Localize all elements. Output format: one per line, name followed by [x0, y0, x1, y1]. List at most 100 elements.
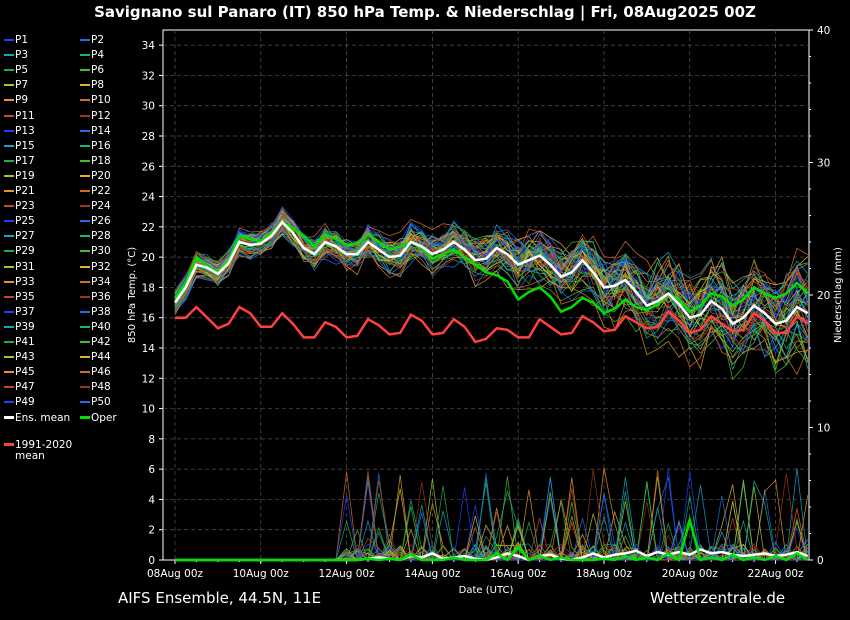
- y-tick-label: 26: [142, 161, 156, 173]
- legend-entry: P1: [4, 33, 28, 47]
- x-tick-label: 08Aug 00z: [147, 568, 204, 580]
- legend-entry: P27: [4, 229, 35, 243]
- legend-swatch: [4, 341, 14, 343]
- member-line: [174, 226, 808, 332]
- x-tick-label: 12Aug 00z: [319, 568, 376, 580]
- y-tick-label: 24: [142, 192, 156, 204]
- legend-swatch: [80, 54, 90, 57]
- legend-label: P42: [91, 336, 111, 348]
- legend-label: P25: [15, 215, 35, 228]
- legend-swatch: [80, 325, 90, 328]
- legend-swatch: [80, 401, 90, 404]
- ens-mean-line: [173, 220, 809, 326]
- legend-entry: Oper: [80, 411, 117, 425]
- legend-label: P33: [15, 275, 35, 288]
- legend-entry: P38: [80, 305, 111, 319]
- legend-swatch: [80, 250, 90, 253]
- y-right-tick-label: 10: [817, 423, 830, 435]
- legend-entry: P29: [4, 244, 35, 258]
- x-tick-label: 10Aug 00z: [233, 568, 290, 580]
- legend-entry: P46: [80, 365, 111, 379]
- legend-label: mean: [15, 449, 45, 462]
- legend-entry: P4: [80, 48, 104, 62]
- legend-label: P46: [91, 366, 111, 379]
- legend-swatch: [4, 235, 14, 238]
- legend-entry: P18: [80, 154, 111, 168]
- legend-label: P8: [91, 79, 105, 92]
- legend-swatch: [80, 39, 90, 41]
- legend-entry: P36: [80, 290, 111, 304]
- main-series: [173, 220, 809, 562]
- legend-swatch: [80, 341, 90, 343]
- legend-swatch: [80, 159, 90, 162]
- climate-mean-line: [175, 305, 809, 344]
- legend-entry: P22: [80, 184, 111, 198]
- y-tick-label: 34: [142, 40, 156, 52]
- legend-entry: 1991-2020: [4, 438, 72, 452]
- legend-label: P18: [91, 154, 111, 167]
- footer-model-info: AIFS Ensemble, 44.5N, 11E: [118, 589, 322, 607]
- legend-swatch: [4, 205, 14, 208]
- legend-label: P50: [91, 396, 111, 409]
- y-tick-label: 18: [142, 282, 155, 294]
- legend-entry: P9: [4, 93, 28, 107]
- legend-swatch: [80, 235, 90, 238]
- legend-entry: P24: [80, 199, 111, 213]
- legend-swatch: [4, 114, 14, 117]
- y-tick-label: 10: [142, 404, 155, 416]
- legend-swatch: [80, 416, 90, 419]
- legend-swatch: [80, 99, 90, 102]
- y-axis-label: 850 hPa Temp. (°C): [127, 247, 138, 343]
- legend-swatch: [4, 220, 14, 223]
- y-right-tick-label: 40: [817, 25, 830, 37]
- legend-swatch: [4, 84, 14, 87]
- legend-label: P45: [15, 366, 35, 379]
- legend-swatch: [80, 129, 90, 132]
- legend-swatch: [4, 401, 14, 404]
- legend-swatch: [4, 386, 14, 389]
- legend-swatch: [4, 144, 14, 147]
- legend-label: P41: [15, 336, 35, 348]
- legend-entry: P15: [4, 139, 35, 153]
- legend-label: P35: [15, 290, 35, 303]
- legend-entry: P32: [80, 260, 111, 274]
- y-tick-label: 8: [148, 434, 155, 446]
- legend-label: 1991-2020: [15, 438, 73, 451]
- legend-swatch: [80, 220, 90, 223]
- legend-entry: P5: [4, 63, 28, 77]
- legend-label: P49: [15, 396, 35, 409]
- y-tick-label: 32: [142, 70, 155, 82]
- legend-label: P44: [91, 351, 111, 364]
- legend-swatch: [80, 174, 90, 177]
- legend-swatch: [4, 295, 14, 298]
- legend-label: P47: [15, 381, 35, 394]
- legend-entry: P34: [80, 275, 111, 289]
- legend-entry: P42: [80, 335, 111, 349]
- legend-swatch: [80, 190, 90, 192]
- legend-entry: P8: [80, 78, 104, 92]
- legend-label: P22: [91, 185, 111, 197]
- legend-label: P36: [91, 290, 111, 303]
- legend-label: P14: [91, 124, 111, 137]
- legend-label: P20: [91, 169, 111, 182]
- legend-entry: P31: [4, 260, 35, 274]
- legend-entry: Ens. mean: [4, 411, 70, 425]
- legend-label: P21: [15, 185, 35, 197]
- legend-label: Oper: [91, 411, 117, 424]
- member-line: [174, 233, 808, 330]
- y-tick-label: 4: [148, 494, 155, 506]
- legend-label: P39: [15, 320, 35, 333]
- legend-swatch: [80, 386, 90, 389]
- legend-label: P5: [15, 64, 29, 77]
- legend-swatch: [4, 174, 14, 177]
- legend-label: P37: [15, 305, 35, 318]
- legend-swatch: [80, 280, 90, 283]
- legend-swatch: [4, 280, 14, 283]
- member-line: [174, 211, 809, 339]
- y-tick-label: 2: [148, 525, 155, 537]
- legend-label: P23: [15, 200, 35, 213]
- legend-entry: P2: [80, 33, 104, 47]
- legend-entry: P47: [4, 380, 35, 394]
- legend-entry: P3: [4, 48, 28, 62]
- legend-label: Ens. mean: [15, 411, 71, 424]
